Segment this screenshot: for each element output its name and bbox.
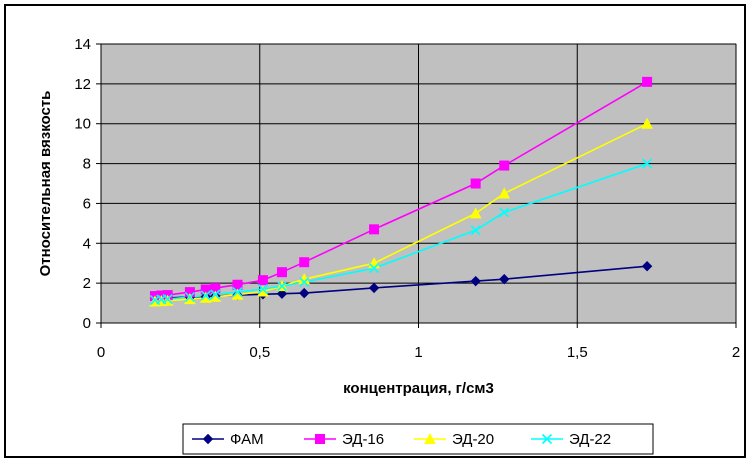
axes — [96, 43, 737, 328]
y-tick-label: 0 — [83, 315, 91, 332]
data-point — [499, 160, 510, 171]
data-point — [499, 207, 510, 218]
data-point — [298, 287, 310, 299]
y-tick-label: 12 — [74, 76, 91, 93]
x-tick-label: 2 — [732, 344, 740, 361]
legend-marker — [315, 434, 325, 444]
y-tick-label: 14 — [74, 36, 91, 53]
legend-marker — [202, 433, 214, 445]
data-point — [470, 225, 481, 236]
y-axis-title: Относительная вязкость — [37, 91, 54, 277]
data-point — [368, 263, 380, 274]
data-point — [470, 275, 481, 287]
data-point — [276, 281, 288, 292]
data-point — [184, 292, 195, 303]
data-point — [162, 294, 173, 305]
data-point — [470, 178, 481, 189]
data-point — [641, 117, 653, 129]
data-point — [276, 288, 288, 299]
data-point — [469, 207, 482, 219]
y-tick-label: 4 — [83, 235, 91, 252]
y-tick-label: 8 — [83, 156, 91, 173]
data-point — [499, 273, 510, 285]
legend-label: ЭД-22 — [569, 431, 611, 448]
series-markers — [149, 76, 653, 307]
legend-label: ЭД-20 — [452, 431, 494, 448]
data-point — [642, 158, 653, 169]
data-point — [642, 76, 653, 87]
x-tick-label: 0,5 — [249, 344, 270, 361]
x-tick-label: 0 — [97, 344, 105, 361]
y-tick-label: 2 — [83, 275, 91, 292]
data-point — [232, 287, 243, 298]
x-axis-title: концентрация, г/см3 — [343, 380, 494, 397]
series-line-3 — [154, 122, 648, 303]
legend-marker — [424, 432, 436, 444]
data-point — [210, 289, 221, 300]
data-point — [299, 277, 310, 288]
data-point — [200, 290, 211, 301]
legend: ФАМ ЭД-16 ЭД-20 ЭД-22 — [182, 423, 654, 455]
data-point — [641, 260, 653, 272]
data-point — [257, 275, 268, 286]
x-tick-label: 1 — [414, 344, 422, 361]
data-point — [257, 284, 268, 295]
data-point — [276, 267, 287, 278]
legend-label: ЭД-16 — [342, 431, 384, 448]
x-tick-label: 1,5 — [567, 344, 588, 361]
y-tick-label: 6 — [83, 195, 91, 212]
legend-label: ФАМ — [230, 431, 264, 448]
data-point — [369, 224, 380, 235]
legend-marker — [541, 433, 553, 445]
data-point — [498, 187, 511, 199]
data-point — [368, 282, 380, 294]
tick-labels: 0 2 4 6 8 10 12 14 0 0,5 1 1,5 2 — [74, 36, 740, 361]
y-tick-label: 10 — [74, 116, 91, 133]
data-point — [299, 257, 310, 268]
